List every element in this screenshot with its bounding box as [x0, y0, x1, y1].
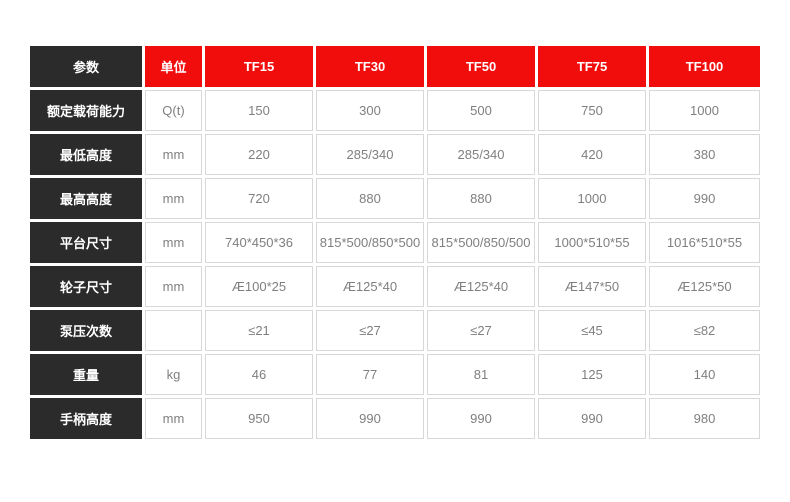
unit-cell: mm — [145, 178, 202, 219]
param-label-cell: 最高高度 — [30, 178, 142, 219]
unit-cell: mm — [145, 134, 202, 175]
header-model-tf50: TF50 — [427, 46, 535, 87]
header-model-tf100: TF100 — [649, 46, 760, 87]
value-cell: 420 — [538, 134, 646, 175]
table-row: 重量 kg 46 77 81 125 140 — [30, 354, 760, 395]
header-model-tf15: TF15 — [205, 46, 313, 87]
header-row: 参数 单位 TF15 TF30 TF50 TF75 TF100 — [30, 46, 760, 87]
value-cell: 720 — [205, 178, 313, 219]
value-cell: 950 — [205, 398, 313, 439]
value-cell: 285/340 — [316, 134, 424, 175]
spec-table-container: 参数 单位 TF15 TF30 TF50 TF75 TF100 额定载荷能力 Q(… — [27, 43, 763, 442]
value-cell: 990 — [316, 398, 424, 439]
param-label-cell: 重量 — [30, 354, 142, 395]
unit-cell: kg — [145, 354, 202, 395]
value-cell: 750 — [538, 90, 646, 131]
value-cell: 125 — [538, 354, 646, 395]
value-cell: 300 — [316, 90, 424, 131]
unit-cell: Q(t) — [145, 90, 202, 131]
value-cell: 46 — [205, 354, 313, 395]
param-label-cell: 轮子尺寸 — [30, 266, 142, 307]
unit-cell: mm — [145, 222, 202, 263]
param-label-cell: 手柄高度 — [30, 398, 142, 439]
value-cell: Æ125*50 — [649, 266, 760, 307]
value-cell: 500 — [427, 90, 535, 131]
value-cell: 880 — [316, 178, 424, 219]
value-cell: 220 — [205, 134, 313, 175]
table-row: 手柄高度 mm 950 990 990 990 980 — [30, 398, 760, 439]
header-unit-label: 单位 — [145, 46, 202, 87]
header-param-label: 参数 — [30, 46, 142, 87]
param-label-cell: 额定载荷能力 — [30, 90, 142, 131]
unit-cell: mm — [145, 398, 202, 439]
value-cell: 880 — [427, 178, 535, 219]
table-row: 泵压次数 ≤21 ≤27 ≤27 ≤45 ≤82 — [30, 310, 760, 351]
value-cell: 1000*510*55 — [538, 222, 646, 263]
value-cell: 81 — [427, 354, 535, 395]
product-spec-table: 参数 单位 TF15 TF30 TF50 TF75 TF100 额定载荷能力 Q(… — [27, 43, 763, 442]
value-cell: 140 — [649, 354, 760, 395]
table-row: 平台尺寸 mm 740*450*36 815*500/850*500 815*500/8… — [30, 222, 760, 263]
param-label-cell: 泵压次数 — [30, 310, 142, 351]
value-cell: 815*500/850/500 — [427, 222, 535, 263]
value-cell: 1016*510*55 — [649, 222, 760, 263]
value-cell: 1000 — [538, 178, 646, 219]
value-cell: 1000 — [649, 90, 760, 131]
unit-cell: mm — [145, 266, 202, 307]
unit-cell — [145, 310, 202, 351]
param-label-cell: 平台尺寸 — [30, 222, 142, 263]
value-cell: Æ125*40 — [427, 266, 535, 307]
header-model-tf75: TF75 — [538, 46, 646, 87]
value-cell: 380 — [649, 134, 760, 175]
value-cell: 990 — [649, 178, 760, 219]
value-cell: Æ100*25 — [205, 266, 313, 307]
table-row: 最低高度 mm 220 285/340 285/340 420 380 — [30, 134, 760, 175]
value-cell: 150 — [205, 90, 313, 131]
header-model-tf30: TF30 — [316, 46, 424, 87]
value-cell: Æ125*40 — [316, 266, 424, 307]
value-cell: Æ147*50 — [538, 266, 646, 307]
value-cell: 990 — [427, 398, 535, 439]
value-cell: 990 — [538, 398, 646, 439]
value-cell: ≤27 — [316, 310, 424, 351]
value-cell: 815*500/850*500 — [316, 222, 424, 263]
value-cell: 980 — [649, 398, 760, 439]
table-row: 额定载荷能力 Q(t) 150 300 500 750 1000 — [30, 90, 760, 131]
table-row: 最高高度 mm 720 880 880 1000 990 — [30, 178, 760, 219]
value-cell: ≤82 — [649, 310, 760, 351]
value-cell: ≤27 — [427, 310, 535, 351]
table-row: 轮子尺寸 mm Æ100*25 Æ125*40 Æ125*40 Æ147*50 Æ125*5… — [30, 266, 760, 307]
value-cell: 740*450*36 — [205, 222, 313, 263]
value-cell: ≤45 — [538, 310, 646, 351]
value-cell: ≤21 — [205, 310, 313, 351]
param-label-cell: 最低高度 — [30, 134, 142, 175]
value-cell: 77 — [316, 354, 424, 395]
spec-table-body: 额定载荷能力 Q(t) 150 300 500 750 1000 最低高度 mm 220 285/3… — [30, 90, 760, 439]
value-cell: 285/340 — [427, 134, 535, 175]
